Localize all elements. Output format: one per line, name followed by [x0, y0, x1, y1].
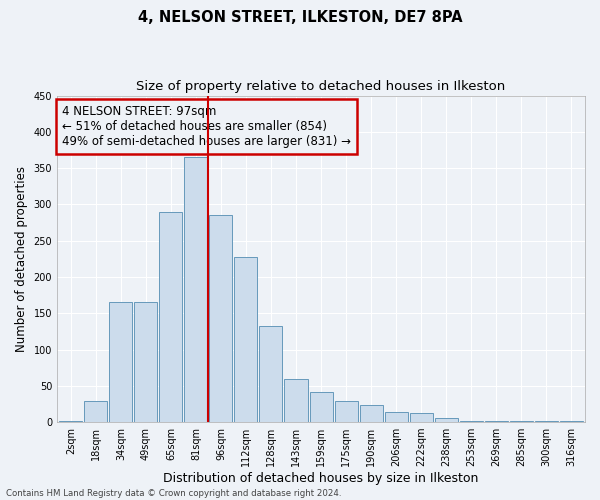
Bar — [359, 404, 383, 422]
Bar — [434, 418, 458, 422]
Title: Size of property relative to detached houses in Ilkeston: Size of property relative to detached ho… — [136, 80, 506, 93]
Bar — [184, 157, 208, 422]
Text: 4 NELSON STREET: 97sqm
← 51% of detached houses are smaller (854)
49% of semi-de: 4 NELSON STREET: 97sqm ← 51% of detached… — [62, 106, 352, 148]
Bar — [109, 302, 133, 422]
Bar — [284, 378, 308, 422]
Bar — [259, 326, 283, 422]
Bar — [160, 212, 182, 422]
Bar — [209, 216, 232, 422]
Bar — [235, 258, 257, 422]
Bar — [85, 401, 107, 422]
Bar — [410, 414, 433, 422]
Bar — [335, 401, 358, 422]
X-axis label: Distribution of detached houses by size in Ilkeston: Distribution of detached houses by size … — [163, 472, 479, 485]
Bar — [385, 412, 407, 422]
Bar — [134, 302, 157, 422]
Bar — [310, 392, 332, 422]
Y-axis label: Number of detached properties: Number of detached properties — [15, 166, 28, 352]
Text: Contains HM Land Registry data © Crown copyright and database right 2024.: Contains HM Land Registry data © Crown c… — [6, 488, 341, 498]
Bar — [59, 420, 82, 422]
Text: 4, NELSON STREET, ILKESTON, DE7 8PA: 4, NELSON STREET, ILKESTON, DE7 8PA — [137, 10, 463, 25]
Bar — [460, 420, 482, 422]
